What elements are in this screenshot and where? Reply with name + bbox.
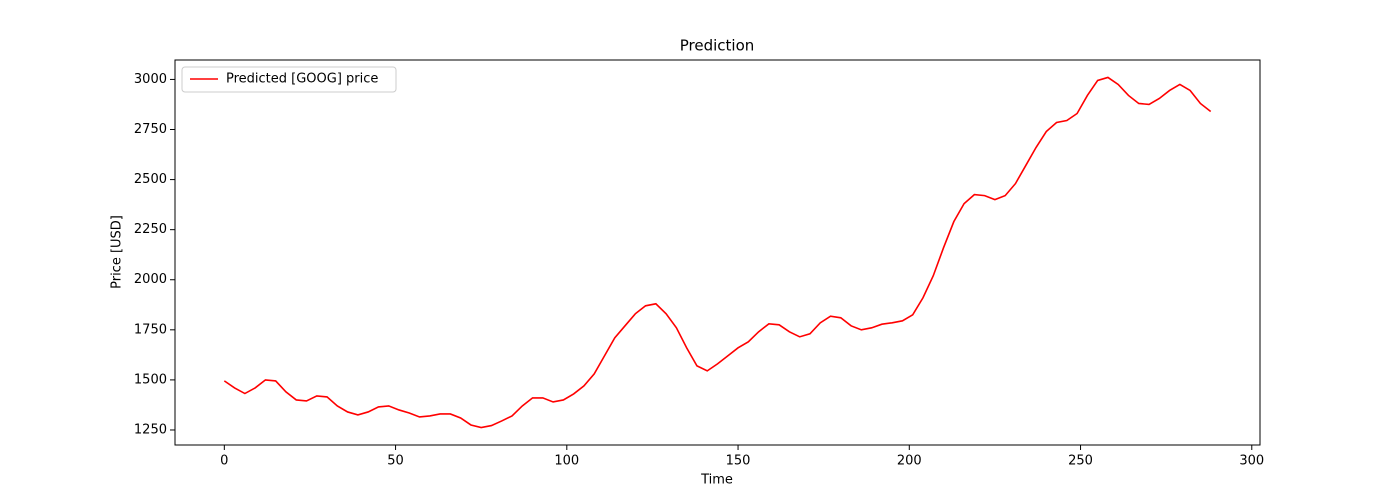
y-axis-label: Price [USD]: [110, 215, 125, 289]
legend-box: [181, 66, 397, 93]
line: [223, 76, 1212, 429]
y-tick-label: 2750: [134, 122, 167, 137]
x-tick-label: 300: [1239, 454, 1264, 469]
x-tick-label: 150: [726, 454, 751, 469]
y-tick-label: 2000: [134, 272, 167, 287]
y-tick-label: 3000: [134, 72, 167, 87]
plot-frame: [174, 59, 1261, 446]
y-tick-label: 1500: [134, 372, 167, 387]
x-tick-label: 250: [1068, 454, 1093, 469]
chart-title: Prediction: [680, 37, 755, 55]
x-tick-label: 100: [554, 454, 579, 469]
x-axis-label: Time: [700, 473, 733, 488]
x-tick-label: 0: [220, 454, 228, 469]
y-tick-label: 1250: [134, 422, 167, 437]
x-tick-label: 50: [387, 454, 404, 469]
y-tick-label: 2250: [134, 222, 167, 237]
y-tick-label: 1750: [134, 322, 167, 337]
x-tick-label: 200: [897, 454, 922, 469]
legend-label: Predicted [GOOG] price: [226, 72, 378, 87]
y-tick-label: 2500: [134, 172, 167, 187]
